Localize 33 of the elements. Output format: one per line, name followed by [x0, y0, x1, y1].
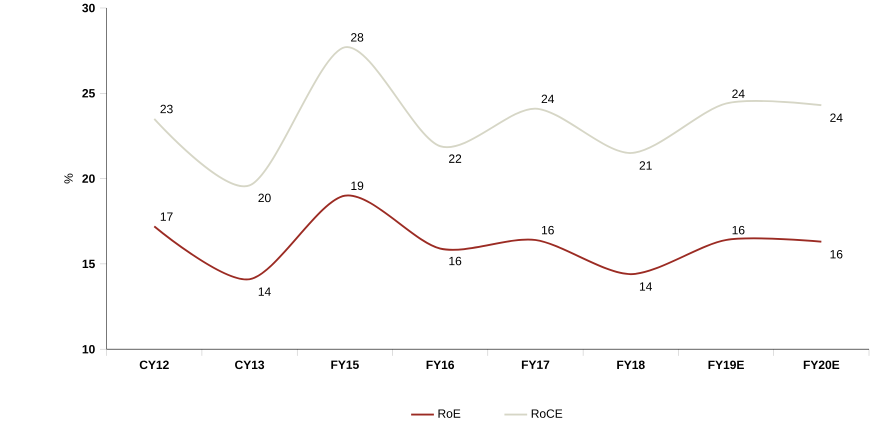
- data-label: 16: [830, 250, 842, 258]
- legend-label: RoCE: [532, 409, 562, 418]
- data-label: 28: [351, 33, 364, 42]
- y-tick-label: 30: [82, 4, 95, 12]
- y-axis-title: %: [64, 174, 73, 184]
- data-label: 24: [542, 94, 554, 103]
- y-tick-label: 20: [82, 174, 95, 183]
- data-label: 23: [160, 104, 173, 114]
- data-label: 22: [449, 154, 462, 163]
- data-label: 16: [732, 226, 744, 234]
- data-label: 16: [449, 256, 462, 266]
- x-tick-label: CY12: [140, 360, 169, 369]
- y-tick-label: 25: [82, 88, 95, 98]
- data-label: 21: [640, 161, 652, 170]
- data-label: 20: [258, 194, 271, 202]
- data-label: 24: [830, 113, 843, 122]
- x-tick-label: FY18: [617, 360, 645, 369]
- data-label: 14: [640, 282, 652, 291]
- y-tick-label: 10: [82, 344, 95, 354]
- line-series: [153, 194, 822, 280]
- y-tick-label: 15: [82, 260, 95, 268]
- data-label: 14: [258, 287, 271, 296]
- x-tick-label: FY17: [522, 360, 550, 369]
- data-label: 19: [351, 181, 364, 190]
- legend-label: RoE: [438, 409, 460, 418]
- x-tick-label: FY15: [331, 360, 359, 369]
- x-tick-label: CY13: [235, 360, 264, 369]
- data-label: 24: [732, 89, 745, 98]
- x-tick-label: FY20E: [804, 360, 840, 369]
- x-tick-label: FY16: [426, 360, 454, 369]
- data-label: 17: [160, 212, 173, 221]
- data-label: 16: [542, 226, 554, 234]
- x-tick-label: FY19E: [708, 360, 744, 369]
